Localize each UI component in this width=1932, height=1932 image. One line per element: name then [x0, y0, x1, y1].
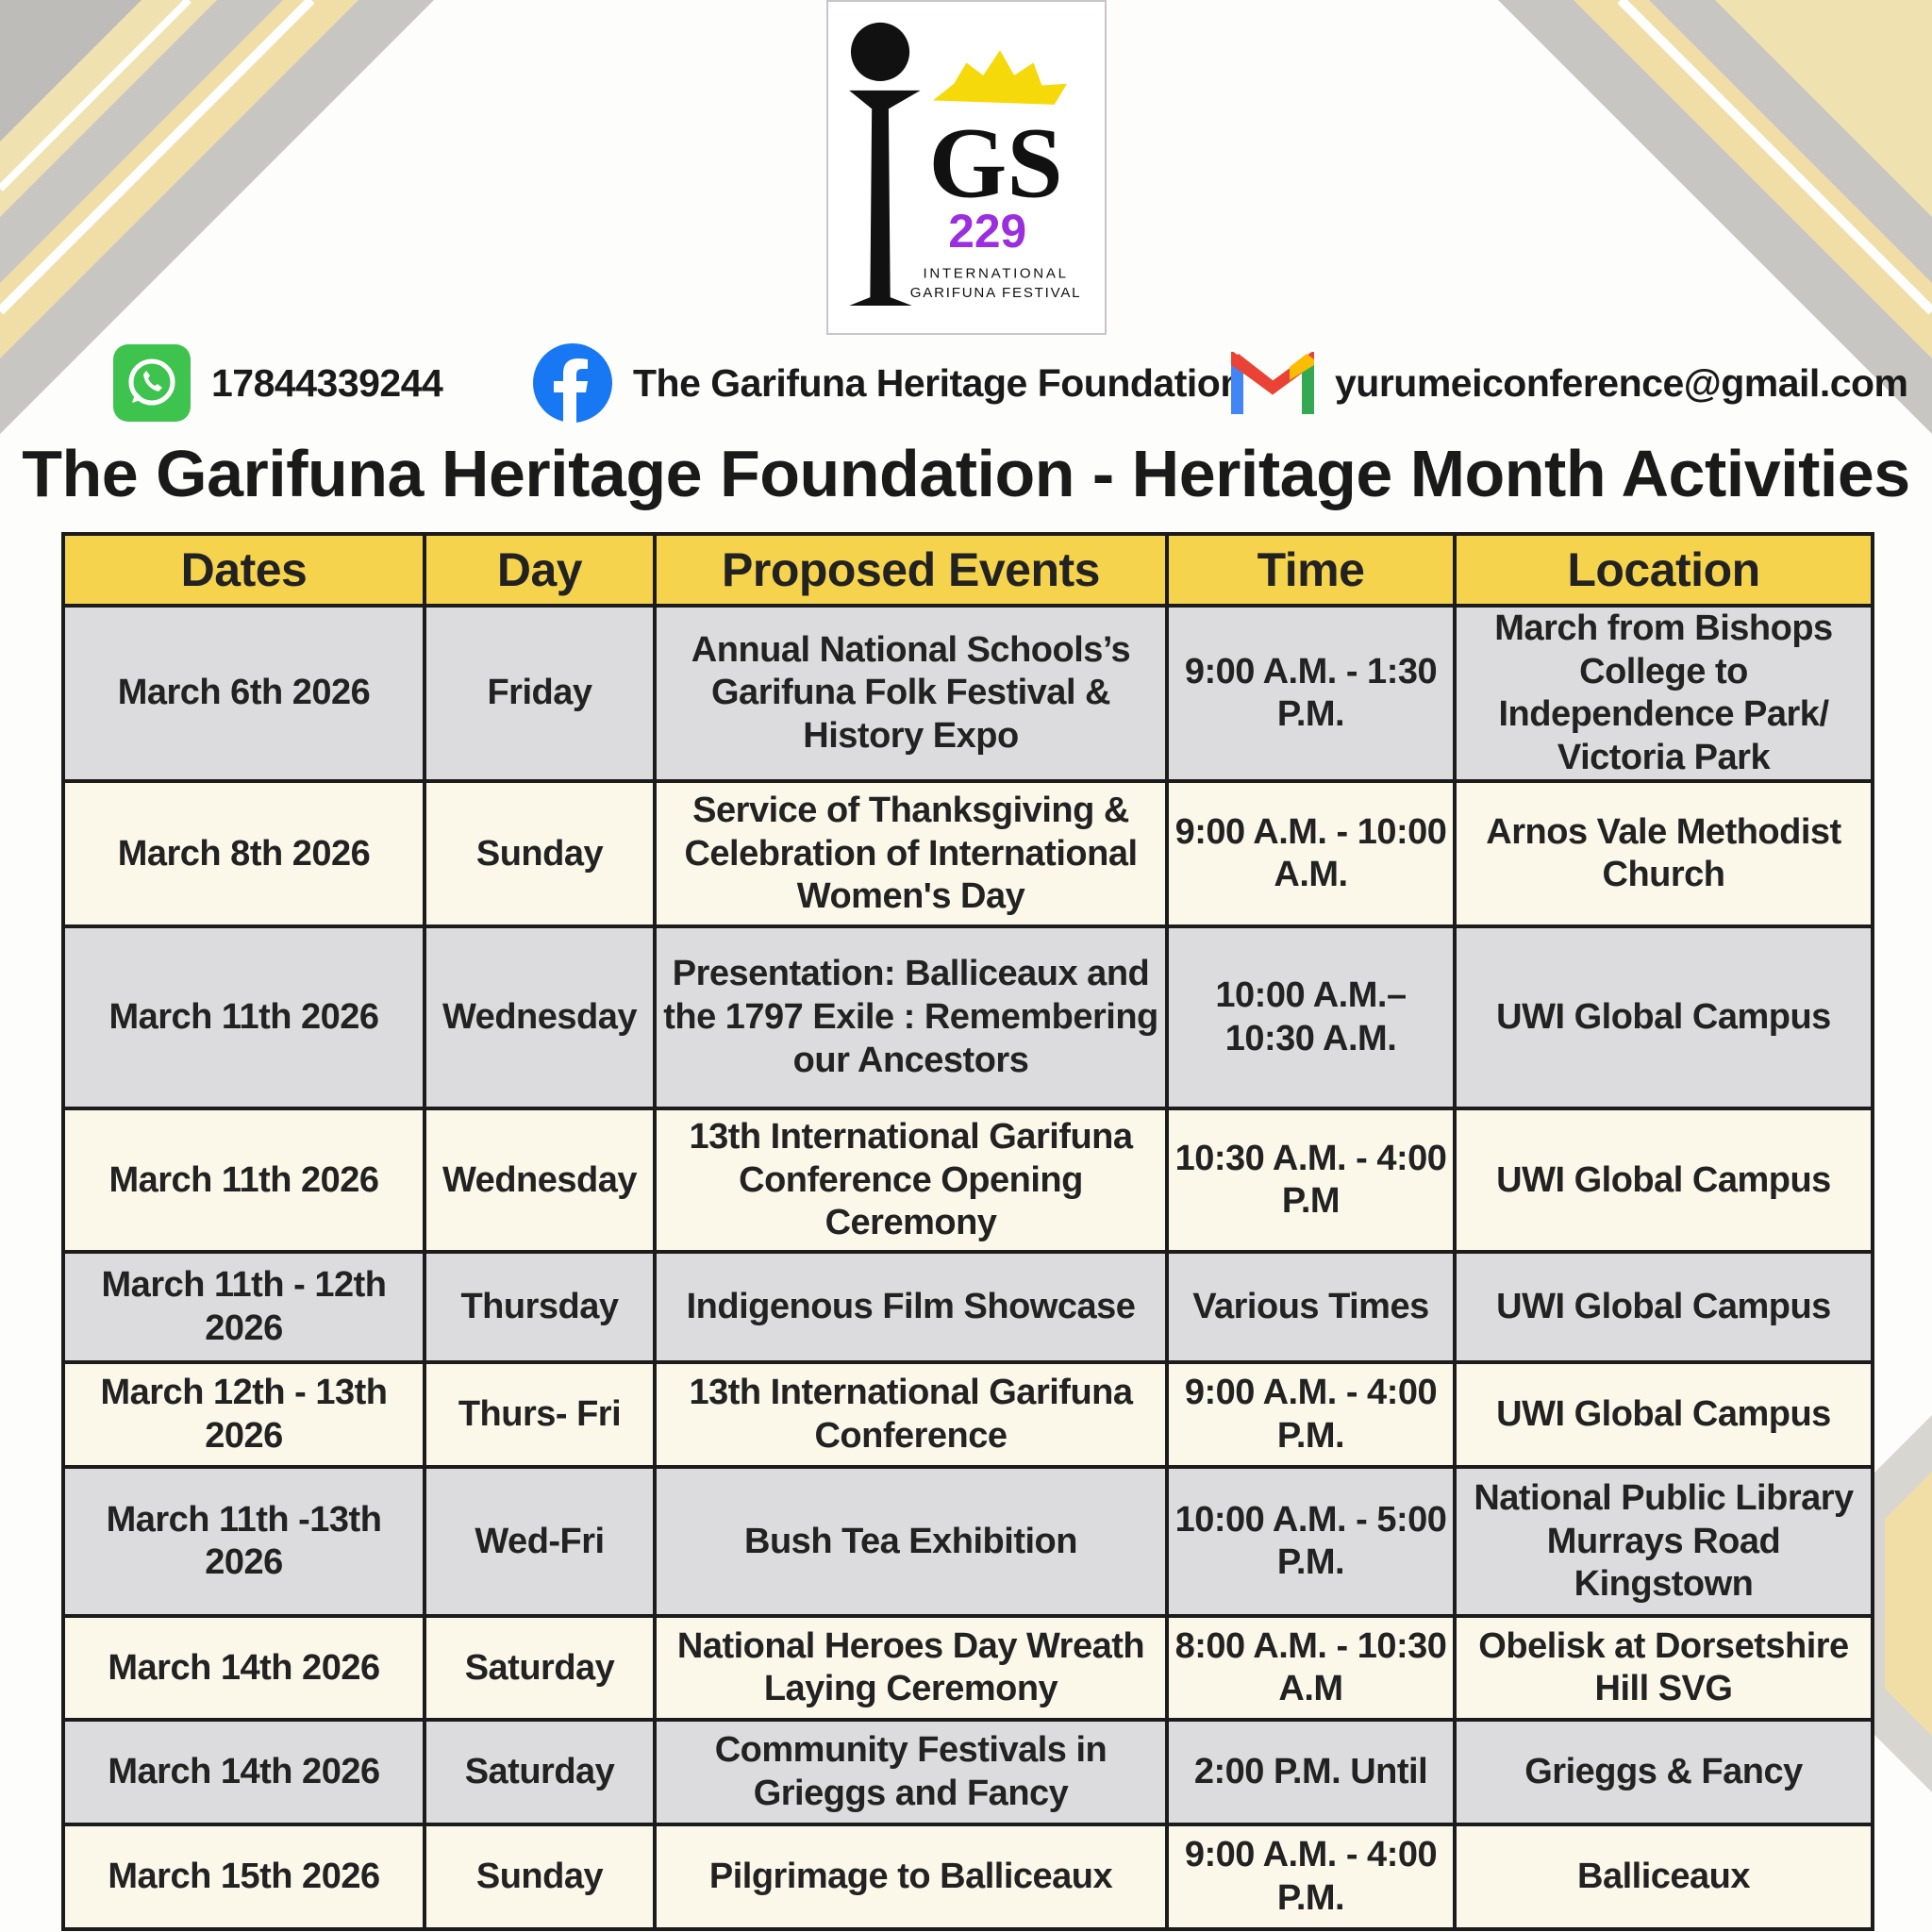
- cell-date: March 8th 2026: [61, 779, 426, 929]
- table-row: March 14th 2026 Saturday National Heroes D…: [61, 1614, 1874, 1723]
- logo-line1: INTERNATIONAL: [923, 266, 1068, 282]
- cell-event: Presentation: Balliceaux and the 1797 Ex…: [653, 924, 1169, 1111]
- cell-day: Thursday: [423, 1250, 657, 1365]
- cell-time: 9:00 A.M. - 10:00 A.M.: [1165, 779, 1457, 929]
- whatsapp-contact[interactable]: 17844339244: [113, 344, 443, 422]
- header-day: Day: [423, 532, 657, 608]
- cell-date: March 11th - 12th 2026: [61, 1250, 426, 1365]
- facebook-page-name: The Garifuna Heritage Foundation: [633, 360, 1243, 405]
- cell-event: Bush Tea Exhibition: [653, 1465, 1169, 1619]
- cell-date: March 12th - 13th 2026: [61, 1360, 426, 1470]
- cell-day: Wed-Fri: [423, 1465, 657, 1619]
- tribal-pattern-right-decoration: [1498, 0, 1932, 434]
- cell-event: Pilgrimage to Balliceaux: [653, 1823, 1169, 1932]
- cell-time: 9:00 A.M. - 4:00 P.M.: [1165, 1360, 1457, 1470]
- cell-event: Community Festivals in Grieggs and Fancy: [653, 1718, 1169, 1827]
- cell-location: Obelisk at Dorsetshire Hill SVG: [1453, 1614, 1874, 1723]
- cell-event: National Heroes Day Wreath Laying Ceremo…: [653, 1614, 1169, 1723]
- cell-event: Indigenous Film Showcase: [653, 1250, 1169, 1365]
- cell-date: March 11th -13th 2026: [61, 1465, 426, 1619]
- cell-date: March 11th 2026: [61, 924, 426, 1111]
- tribal-pattern-left-decoration: [0, 0, 434, 434]
- cell-time: 9:00 A.M. - 4:00 P.M.: [1165, 1823, 1457, 1932]
- header-dates: Dates: [61, 532, 426, 608]
- email-address: yurumeiconference@gmail.com: [1335, 360, 1908, 405]
- cell-time: Various Times: [1165, 1250, 1457, 1365]
- cell-time: 10:00 A.M.– 10:30 A.M.: [1165, 924, 1457, 1111]
- cell-location: Arnos Vale Methodist Church: [1453, 779, 1874, 929]
- table-row: March 6th 2026 Friday Annual National Scho…: [61, 603, 1874, 784]
- cell-day: Friday: [423, 603, 657, 784]
- table-row: March 11th 2026 Wednesday Presentation: Ba…: [61, 924, 1874, 1111]
- table-row: March 11th - 12th 2026 Thursday Indigenous…: [61, 1250, 1874, 1365]
- cell-time: 8:00 A.M. - 10:30 A.M: [1165, 1614, 1457, 1723]
- cell-event: 13th International Garifuna Conference: [653, 1360, 1169, 1470]
- header-time: Time: [1165, 532, 1457, 608]
- table-row: March 12th - 13th 2026 Thurs- Fri 13th Int…: [61, 1360, 1874, 1470]
- table-row: March 14th 2026 Saturday Community Festiva…: [61, 1718, 1874, 1827]
- facebook-icon: [533, 343, 612, 423]
- email-contact[interactable]: yurumeiconference@gmail.com: [1231, 344, 1908, 422]
- facebook-contact[interactable]: The Garifuna Heritage Foundation: [533, 343, 1243, 423]
- cell-location: Grieggs & Fancy: [1453, 1718, 1874, 1827]
- cell-location: UWI Global Campus: [1453, 924, 1874, 1111]
- cell-date: March 14th 2026: [61, 1614, 426, 1723]
- cell-time: 10:00 A.M. - 5:00 P.M.: [1165, 1465, 1457, 1619]
- cell-location: Balliceaux: [1453, 1823, 1874, 1932]
- cell-day: Saturday: [423, 1718, 657, 1827]
- table-row: March 11th -13th 2026 Wed-Fri Bush Tea Exh…: [61, 1465, 1874, 1619]
- microphone-logo-icon: GS 229 INTERNATIONAL GARIFUNA FESTIVAL: [849, 22, 1082, 306]
- cell-location: UWI Global Campus: [1453, 1360, 1874, 1470]
- cell-day: Wednesday: [423, 1107, 657, 1255]
- table-header-row: Dates Day Proposed Events Time Location: [61, 532, 1874, 608]
- cell-location: March from Bishops College to Independen…: [1453, 603, 1874, 784]
- logo-line2: GARIFUNA FESTIVAL: [910, 285, 1082, 301]
- cell-time: 2:00 P.M. Until: [1165, 1718, 1457, 1827]
- cell-day: Sunday: [423, 779, 657, 929]
- cell-date: March 15th 2026: [61, 1823, 426, 1932]
- cell-day: Thurs- Fri: [423, 1360, 657, 1470]
- whatsapp-number: 17844339244: [211, 360, 443, 405]
- header-location: Location: [1453, 532, 1874, 608]
- logo-letters: GS: [929, 108, 1063, 220]
- page-title: The Garifuna Heritage Foundation - Herit…: [22, 437, 1910, 510]
- cell-day: Saturday: [423, 1614, 657, 1723]
- header-events: Proposed Events: [653, 532, 1169, 608]
- table-row: March 8th 2026 Sunday Service of Thanksgiv…: [61, 779, 1874, 929]
- cell-location: UWI Global Campus: [1453, 1250, 1874, 1365]
- cell-event: Service of Thanksgiving & Celebration of…: [653, 779, 1169, 929]
- cell-day: Sunday: [423, 1823, 657, 1932]
- cell-time: 10:30 A.M. - 4:00 P.M: [1165, 1107, 1457, 1255]
- gmail-icon: [1231, 352, 1314, 414]
- cell-time: 9:00 A.M. - 1:30 P.M.: [1165, 603, 1457, 784]
- whatsapp-icon: [113, 344, 191, 422]
- cell-date: March 14th 2026: [61, 1718, 426, 1827]
- cell-date: March 11th 2026: [61, 1107, 426, 1255]
- cell-day: Wednesday: [423, 924, 657, 1111]
- activities-table: Dates Day Proposed Events Time Location …: [61, 532, 1874, 1932]
- logo-number: 229: [948, 205, 1026, 258]
- cell-event: Annual National Schools’s Garifuna Folk …: [653, 603, 1169, 784]
- cell-location: UWI Global Campus: [1453, 1107, 1874, 1255]
- table-row: March 15th 2026 Sunday Pilgrimage to Balli…: [61, 1823, 1874, 1932]
- cell-event: 13th International Garifuna Conference O…: [653, 1107, 1169, 1255]
- table-row: March 11th 2026 Wednesday 13th Internation…: [61, 1107, 1874, 1255]
- cell-date: March 6th 2026: [61, 603, 426, 784]
- tribal-pattern-right-edge-decoration: [1857, 1415, 1932, 1792]
- cell-location: National Public Library Murrays Road Kin…: [1453, 1465, 1874, 1619]
- igs-logo: GS 229 INTERNATIONAL GARIFUNA FESTIVAL: [826, 0, 1107, 335]
